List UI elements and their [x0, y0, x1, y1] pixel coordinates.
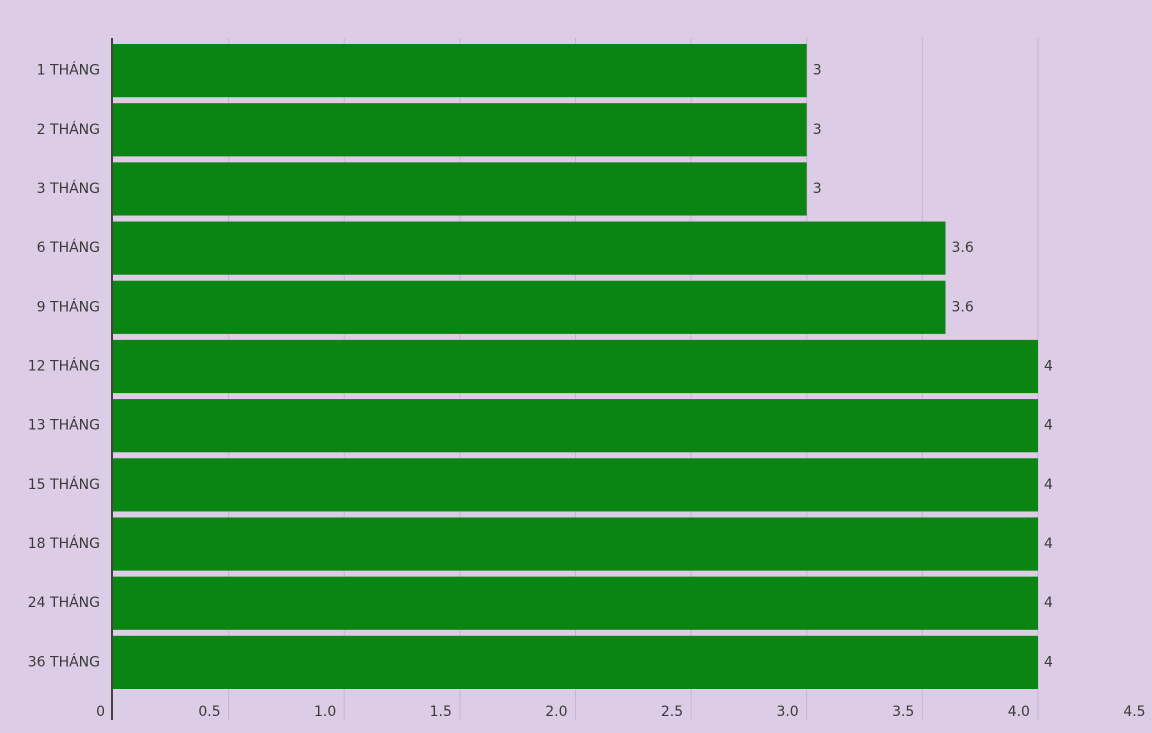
x-tick-label: 4.0 — [1008, 704, 1030, 720]
bar — [113, 103, 807, 157]
y-tick-label: 24 THÁNG — [28, 594, 100, 611]
y-tick-label: 3 THÁNG — [37, 180, 100, 197]
data-label: 4 — [1044, 359, 1053, 375]
data-label: 4 — [1044, 418, 1053, 434]
y-tick-label: 2 THÁNG — [37, 121, 100, 138]
y-tick-label: 15 THÁNG — [28, 476, 100, 493]
data-label: 4 — [1044, 654, 1053, 670]
bar — [113, 44, 807, 98]
bar — [113, 458, 1038, 512]
bar — [113, 162, 807, 216]
bar — [113, 635, 1038, 689]
x-tick-label: 2.0 — [545, 704, 567, 720]
bar — [113, 339, 1038, 394]
x-tick-label: 1.5 — [430, 704, 452, 720]
data-label: 3 — [813, 181, 822, 197]
y-tick-label: 12 THÁNG — [28, 358, 100, 375]
y-tick-label: 1 THÁNG — [37, 62, 100, 79]
y-tick-label: 18 THÁNG — [28, 535, 100, 552]
bar — [113, 576, 1038, 630]
y-tick-label: 13 THÁNG — [28, 417, 100, 434]
x-tick-label: 1.0 — [314, 704, 336, 720]
y-tick-label: 6 THÁNG — [37, 239, 100, 256]
data-label: 3 — [813, 63, 822, 79]
y-tick-label: 36 THÁNG — [28, 653, 100, 670]
bar — [113, 399, 1038, 453]
data-label: 4 — [1044, 536, 1053, 552]
x-tick-label: 4.5 — [1123, 704, 1145, 720]
y-tick-label: 9 THÁNG — [37, 298, 100, 315]
data-label: 4 — [1044, 595, 1053, 611]
data-label: 3.6 — [951, 240, 973, 256]
x-tick-label: 3.0 — [776, 704, 798, 720]
x-tick-label: 0.5 — [198, 704, 220, 720]
x-tick-label: 0 — [96, 704, 105, 720]
bar — [113, 517, 1038, 571]
x-tick-label: 2.5 — [661, 704, 683, 720]
data-label: 3.6 — [951, 299, 973, 315]
data-label: 3 — [813, 122, 822, 138]
data-label: 4 — [1044, 477, 1053, 493]
x-tick-label: 3.5 — [892, 704, 914, 720]
bar — [113, 221, 946, 275]
bar — [113, 280, 946, 334]
